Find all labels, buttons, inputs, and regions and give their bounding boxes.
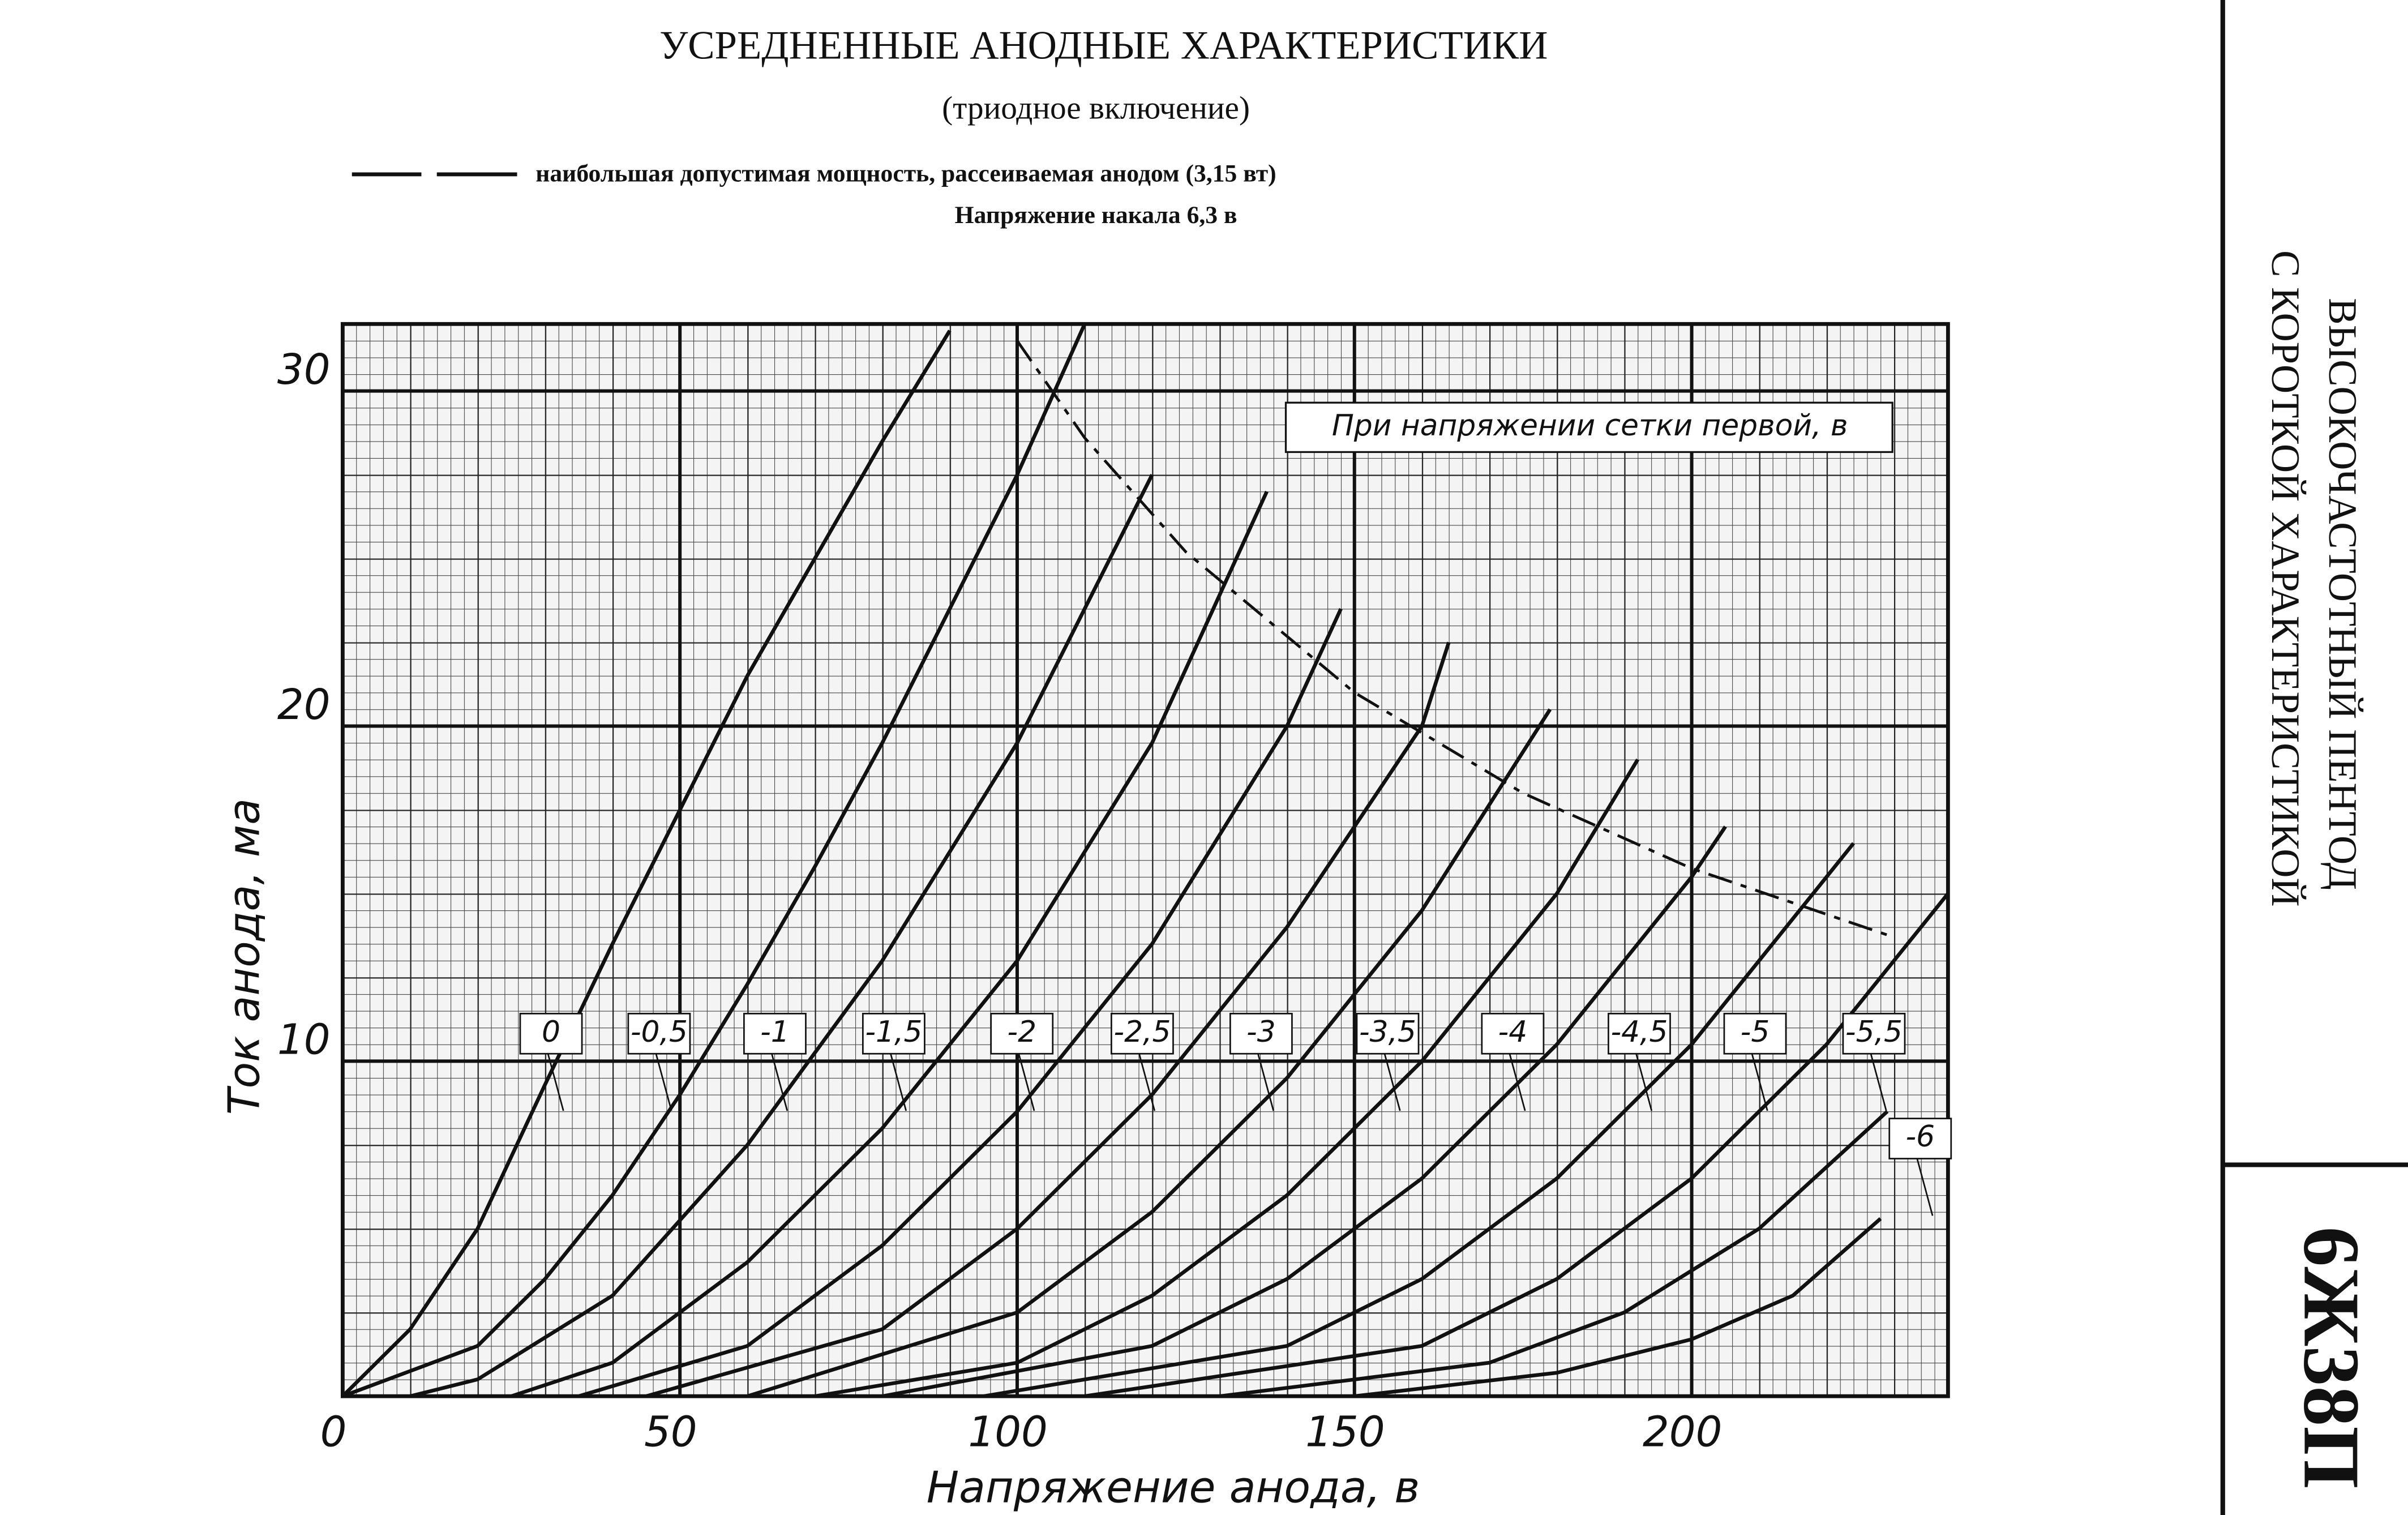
- characteristic-curve: [1219, 1110, 1889, 1398]
- curve-label-leader: [771, 1053, 789, 1111]
- curve-label: 0: [542, 1015, 560, 1049]
- power-limit-curve: [1016, 340, 1895, 939]
- curve-label-box: [627, 1012, 691, 1055]
- x-tick-label: 50: [644, 1408, 697, 1456]
- characteristic-curve: [747, 708, 1552, 1398]
- curve-label: -0,5: [631, 1015, 688, 1049]
- characteristic-curve: [578, 607, 1343, 1398]
- curve-label: -4,5: [1610, 1015, 1668, 1049]
- curve-label: -6: [1905, 1120, 1935, 1154]
- characteristic-curve: [511, 490, 1269, 1398]
- tube-type: 6Ж38П: [2287, 1227, 2376, 1489]
- curve-label-box: [743, 1012, 807, 1055]
- chart-title: УСРЕДНЕННЫЕ АНОДНЫЕ ХАРАКТЕРИСТИКИ: [659, 23, 1548, 67]
- curve-label-leader: [1138, 1053, 1156, 1111]
- curve-label-leader: [1870, 1053, 1887, 1111]
- curve-label-leader: [655, 1053, 672, 1111]
- curve-label: -1: [760, 1015, 790, 1049]
- characteristic-curve: [882, 825, 1727, 1398]
- characteristic-curve: [815, 758, 1640, 1398]
- x-tick-label: 150: [1305, 1408, 1385, 1456]
- curve-label-leader: [547, 1053, 564, 1111]
- curve-label: -5: [1741, 1015, 1770, 1049]
- curve-label-box: [990, 1012, 1054, 1055]
- curve-label: -2,5: [1113, 1015, 1171, 1049]
- curve-label-leader: [1509, 1053, 1526, 1111]
- annotation: Напряжение накала 6,3 в: [955, 202, 1237, 229]
- curve-label-leader: [1383, 1053, 1401, 1111]
- curve-label-box: [1111, 1012, 1174, 1055]
- curve-label-leader: [1257, 1053, 1275, 1111]
- curve-label: -3: [1246, 1015, 1276, 1049]
- y-tick-label: 30: [277, 346, 331, 394]
- plot-frame: [340, 322, 1950, 1398]
- y-tick-label: 20: [277, 681, 331, 729]
- curve-label-box: [1842, 1012, 1906, 1055]
- curve-label-box: [519, 1012, 583, 1055]
- y-tick-label: 10: [277, 1016, 331, 1064]
- curve-label: -1,5: [865, 1015, 922, 1049]
- side-title: ВЫСОКОЧАСТОТНЫЙ ПЕНТОД: [2320, 298, 2364, 890]
- chart-subtitle: (триодное включение): [942, 90, 1250, 126]
- curve-label-box: [862, 1012, 926, 1055]
- characteristic-curve: [645, 641, 1451, 1398]
- curve-label-box: [1888, 1118, 1952, 1159]
- characteristic-curve: [1354, 1217, 1882, 1398]
- curve-label-leader: [890, 1053, 907, 1111]
- curve-label: -5,5: [1845, 1015, 1903, 1049]
- curve-label-box: [1723, 1012, 1787, 1055]
- curve-label-leader: [1751, 1053, 1768, 1111]
- y-axis-label: Ток анода, ма: [218, 798, 269, 1115]
- curve-label-box: [1608, 1012, 1671, 1055]
- curve-label: -4: [1498, 1015, 1528, 1049]
- characteristic-curve: [983, 842, 1856, 1398]
- curve-label-box: [1481, 1012, 1545, 1055]
- x-tick-label: 200: [1643, 1408, 1723, 1456]
- curve-label: -2: [1007, 1015, 1036, 1049]
- legend-label: наибольшая допустимая мощность, рассеива…: [535, 160, 1276, 187]
- characteristic-curve: [341, 329, 952, 1398]
- curve-label-box: [1229, 1012, 1293, 1055]
- curve-label-leader: [1018, 1053, 1035, 1111]
- characteristic-curve: [409, 474, 1154, 1398]
- annotation-box: [1284, 401, 1893, 453]
- x-tick-label: 0: [320, 1408, 347, 1456]
- x-tick-label: 100: [968, 1408, 1048, 1456]
- annotation: При напряжении сетки первой, в: [1332, 409, 1848, 443]
- curve-label-leader: [1916, 1158, 1934, 1216]
- characteristic-curve: [342, 323, 1087, 1398]
- curve-label: -3,5: [1359, 1015, 1416, 1049]
- side-title: С КОРОТКОЙ ХАРАКТЕРИСТИКОЙ: [2263, 250, 2307, 906]
- x-axis-label: Напряжение анода, в: [927, 1462, 1420, 1512]
- curve-label-box: [1356, 1012, 1420, 1055]
- curve-label-leader: [1635, 1053, 1653, 1111]
